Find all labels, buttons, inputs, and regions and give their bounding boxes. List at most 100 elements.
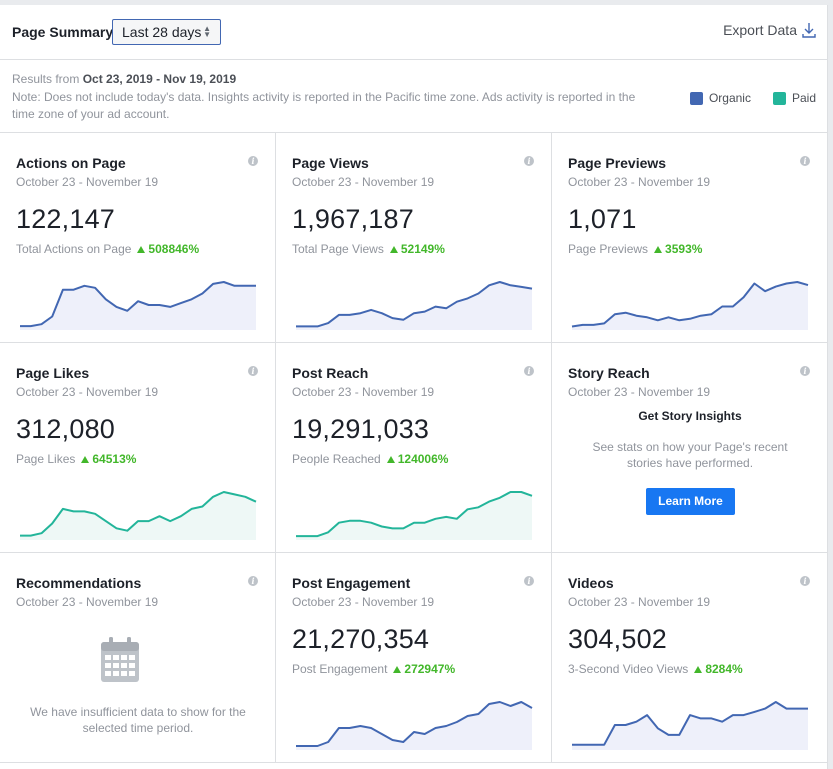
card-title: Post Engagement — [292, 575, 411, 591]
card-metric-label: Page Previews — [568, 242, 649, 256]
chart-legend: Organic Paid — [689, 91, 816, 105]
export-data-label: Export Data — [723, 22, 797, 38]
organic-swatch — [689, 91, 703, 105]
card-subtitle: Total Page Views 52149% — [292, 242, 445, 256]
up-arrow-icon — [389, 245, 398, 253]
story-insights-heading: Get Story Insights — [638, 409, 742, 423]
card-metric-label: Page Likes — [16, 452, 76, 466]
card-metric-label: 3-Second Video Views — [568, 662, 689, 676]
page-summary-panel: Page Summary Last 28 days ▲ ▼ Export Data… — [0, 5, 828, 769]
card-title: Page Views — [292, 155, 369, 171]
card-page-likes[interactable]: Page Likes October 23 - November 19 i 31… — [0, 343, 276, 553]
card-change: 124006% — [397, 452, 449, 466]
card-date: October 23 - November 19 — [292, 385, 435, 399]
card-date: October 23 - November 19 — [568, 385, 711, 399]
card-change: 508846% — [148, 242, 200, 256]
info-icon[interactable]: i — [800, 156, 810, 166]
card-title: Actions on Page — [16, 155, 126, 171]
up-arrow-icon — [81, 455, 90, 463]
card-page-views[interactable]: Page Views October 23 - November 19 i 1,… — [276, 133, 552, 343]
card-value: 1,967,187 — [292, 204, 414, 234]
date-range-select[interactable]: Last 28 days ▲ ▼ — [112, 19, 221, 45]
card-date: October 23 - November 19 — [568, 175, 711, 189]
sparkline-chart — [296, 491, 533, 540]
card-change: 64513% — [92, 452, 137, 466]
calendar-icon — [101, 637, 139, 682]
info-icon[interactable]: i — [248, 156, 258, 166]
export-data-link[interactable]: Export Data — [723, 22, 816, 38]
sparkline-line — [296, 701, 533, 747]
sparkline-area — [20, 282, 256, 330]
card-title: Page Likes — [16, 365, 90, 381]
card-subtitle: Page Previews 3593% — [568, 242, 702, 256]
info-icon[interactable]: i — [800, 366, 810, 376]
up-arrow-icon — [694, 665, 703, 673]
card-value: 21,270,354 — [292, 624, 430, 654]
card-change: 3593% — [665, 242, 703, 256]
results-dates: Oct 23, 2019 - Nov 19, 2019 — [82, 72, 237, 86]
up-arrow-icon — [654, 245, 663, 253]
select-arrows-icon: ▲ ▼ — [203, 24, 211, 39]
paid-swatch — [772, 91, 786, 105]
insufficient-data-text: We have insufficient data to show for th… — [30, 705, 246, 735]
card-change: 8284% — [705, 662, 743, 676]
card-value: 19,291,033 — [292, 414, 430, 444]
sparkline-area — [572, 702, 808, 750]
sparkline-line — [20, 281, 256, 328]
card-page-previews[interactable]: Page Previews October 23 - November 19 i… — [552, 133, 828, 343]
card-date: October 23 - November 19 — [292, 175, 435, 189]
card-value: 312,080 — [16, 414, 115, 444]
sparkline-area — [296, 492, 532, 540]
card-actions-on-page[interactable]: Actions on Page October 23 - November 19… — [0, 133, 276, 343]
learn-more-button[interactable]: Learn More — [646, 488, 735, 515]
card-videos[interactable]: Videos October 23 - November 19 i 304,50… — [552, 553, 828, 763]
page-title: Page Summary — [12, 24, 114, 40]
sparkline-area — [572, 282, 808, 330]
sparkline-chart — [20, 491, 257, 540]
download-icon — [802, 23, 816, 38]
info-icon[interactable]: i — [248, 366, 258, 376]
sparkline-area — [296, 282, 532, 330]
up-arrow-icon — [137, 245, 146, 253]
sparkline-area — [296, 702, 532, 750]
card-date: October 23 - November 19 — [16, 595, 159, 609]
card-title: Post Reach — [292, 365, 369, 381]
card-value: 304,502 — [568, 624, 667, 654]
up-arrow-icon — [393, 665, 402, 673]
sparkline-chart — [20, 281, 256, 330]
sparkline-line — [20, 491, 257, 537]
card-subtitle: Page Likes 64513% — [16, 452, 136, 466]
up-arrow-icon — [386, 455, 395, 463]
sparkline-line — [572, 701, 808, 746]
card-date: October 23 - November 19 — [568, 595, 711, 609]
info-icon[interactable]: i — [524, 366, 534, 376]
info-icon[interactable]: i — [800, 576, 810, 586]
info-icon[interactable]: i — [248, 576, 258, 586]
card-story-reach: Story Reach October 23 - November 19 i G… — [552, 343, 828, 553]
card-post-reach[interactable]: Post Reach October 23 - November 19 i 19… — [276, 343, 552, 553]
sparkline-chart — [296, 281, 533, 330]
card-recommendations: Recommendations October 23 - November 19… — [0, 553, 276, 763]
card-change: 52149% — [400, 242, 445, 256]
results-prefix: Results from — [12, 72, 80, 86]
card-metric-label: Total Page Views — [292, 242, 384, 256]
card-metric-label: Post Engagement — [292, 662, 388, 676]
sparkline-line — [571, 281, 809, 328]
card-date: October 23 - November 19 — [16, 175, 159, 189]
results-info: Results from Oct 23, 2019 - Nov 19, 2019… — [0, 61, 828, 133]
card-metric-label: Total Actions on Page — [16, 242, 132, 256]
timezone-note: Note: Does not include today's data. Ins… — [12, 90, 636, 121]
results-range: Results from Oct 23, 2019 - Nov 19, 2019 — [12, 72, 236, 86]
sparkline-chart — [296, 701, 533, 750]
legend-paid: Paid — [791, 91, 816, 105]
sparkline-chart — [571, 281, 809, 330]
card-post-engagement[interactable]: Post Engagement October 23 - November 19… — [276, 553, 552, 763]
info-icon[interactable]: i — [524, 576, 534, 586]
card-date: October 23 - November 19 — [292, 595, 435, 609]
card-title: Page Previews — [568, 155, 667, 171]
card-subtitle: 3-Second Video Views 8284% — [568, 662, 743, 676]
card-value: 1,071 — [568, 204, 637, 234]
info-icon[interactable]: i — [524, 156, 534, 166]
card-value: 122,147 — [16, 204, 115, 234]
sparkline-line — [296, 491, 533, 538]
